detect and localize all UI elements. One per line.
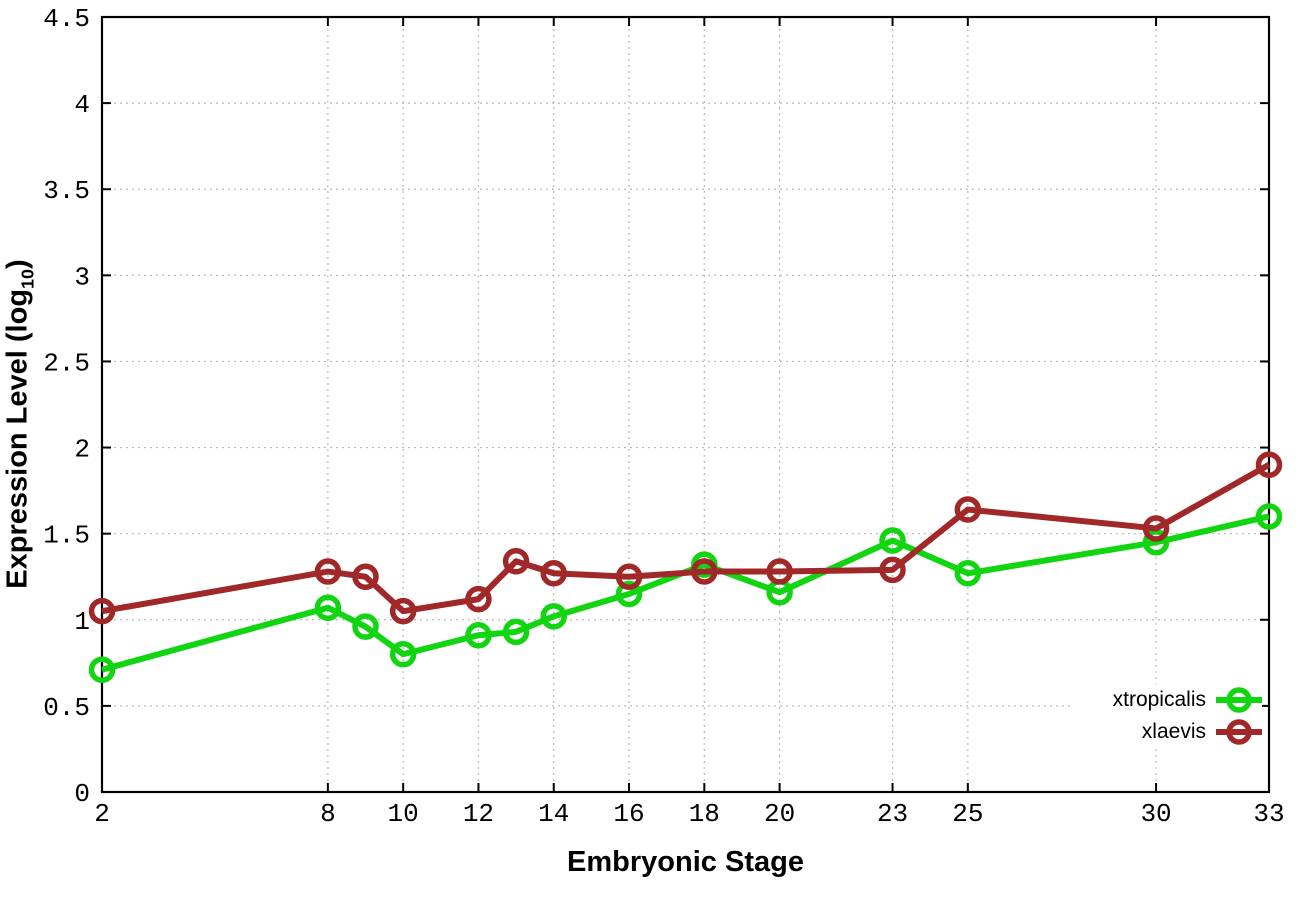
x-tick-label: 12 bbox=[463, 799, 494, 829]
legend-marker-circle bbox=[1226, 687, 1252, 713]
y-tick-label: 3.5 bbox=[43, 176, 90, 206]
series-line-xtropicalis bbox=[101, 513, 1270, 673]
data-point-xlaevis-10 bbox=[389, 597, 417, 625]
y-tick-label: 1.5 bbox=[43, 521, 90, 551]
data-point-xtropicalis-14 bbox=[540, 603, 567, 630]
x-tick-label: 23 bbox=[877, 799, 908, 829]
legend-label-xtropicalis: xtropicalis bbox=[1112, 688, 1206, 711]
data-point-xlaevis-25 bbox=[954, 496, 982, 523]
data-point-xlaevis-13 bbox=[502, 547, 530, 575]
y-axis-title: Expression Level (log10) bbox=[1, 259, 38, 589]
data-point-xlaevis-20 bbox=[766, 558, 793, 585]
data-point-xlaevis-9 bbox=[352, 563, 379, 590]
y-tick-label: 2.5 bbox=[43, 348, 90, 378]
y-tick-label: 0 bbox=[74, 779, 90, 809]
data-point-xtropicalis-16 bbox=[615, 580, 643, 608]
data-point-xtropicalis-2 bbox=[88, 656, 116, 683]
data-point-xlaevis-33 bbox=[1255, 451, 1283, 479]
data-point-xlaevis-23 bbox=[879, 556, 906, 584]
x-axis-title: Embryonic Stage bbox=[567, 846, 804, 878]
data-point-xlaevis-12 bbox=[465, 585, 492, 613]
legend-item-xlaevis: xlaevis bbox=[1070, 716, 1262, 748]
legend: xtropicalis xlaevis bbox=[1070, 684, 1262, 748]
x-tick-label: 2 bbox=[94, 799, 110, 829]
x-tick-label: 18 bbox=[689, 799, 720, 829]
legend-marker-circle bbox=[1226, 719, 1252, 745]
x-tick-label: 33 bbox=[1253, 799, 1284, 829]
legend-marker-xlaevis bbox=[1216, 719, 1262, 745]
data-point-xtropicalis-23 bbox=[879, 527, 906, 554]
data-point-xtropicalis-10 bbox=[389, 640, 417, 668]
data-point-xtropicalis-13 bbox=[502, 618, 530, 646]
data-point-xtropicalis-33 bbox=[1255, 503, 1283, 530]
legend-marker-xtropicalis bbox=[1216, 687, 1262, 713]
y-tick-label: 2 bbox=[74, 435, 90, 465]
y-tick-label: 0.5 bbox=[43, 693, 90, 723]
data-point-xtropicalis-12 bbox=[465, 622, 492, 649]
data-point-xlaevis-8 bbox=[314, 558, 342, 585]
data-point-xlaevis-18 bbox=[691, 558, 718, 585]
y-axis-title-close: ) bbox=[1, 259, 34, 269]
legend-label-xlaevis: xlaevis bbox=[1141, 720, 1206, 743]
data-point-xlaevis-2 bbox=[88, 597, 116, 625]
data-point-xtropicalis-30 bbox=[1142, 529, 1170, 556]
x-tick-label: 25 bbox=[952, 799, 983, 829]
y-axis-title-text: Expression Level (log bbox=[1, 288, 34, 589]
y-tick-label: 4.5 bbox=[43, 4, 90, 34]
x-tick-label: 20 bbox=[764, 799, 795, 829]
series-line-xlaevis bbox=[101, 462, 1271, 615]
data-point-xlaevis-14 bbox=[540, 560, 567, 587]
x-tick-label: 10 bbox=[388, 799, 419, 829]
plot-border bbox=[100, 15, 1271, 794]
data-point-xtropicalis-25 bbox=[954, 560, 982, 587]
x-tick-label: 30 bbox=[1140, 799, 1171, 829]
y-tick-label: 3 bbox=[74, 262, 90, 292]
data-point-xtropicalis-9 bbox=[352, 613, 379, 640]
legend-item-xtropicalis: xtropicalis bbox=[1070, 684, 1262, 716]
y-axis-title-subscript: 10 bbox=[17, 268, 38, 289]
data-point-xlaevis-30 bbox=[1142, 515, 1170, 542]
data-point-xlaevis-16 bbox=[615, 563, 643, 590]
data-point-xtropicalis-8 bbox=[314, 594, 342, 621]
y-tick-label: 4 bbox=[74, 90, 90, 120]
x-tick-label: 16 bbox=[613, 799, 644, 829]
x-tick-label: 14 bbox=[538, 799, 569, 829]
y-tick-label: 1 bbox=[74, 607, 90, 637]
x-tick-label: 8 bbox=[320, 799, 336, 829]
